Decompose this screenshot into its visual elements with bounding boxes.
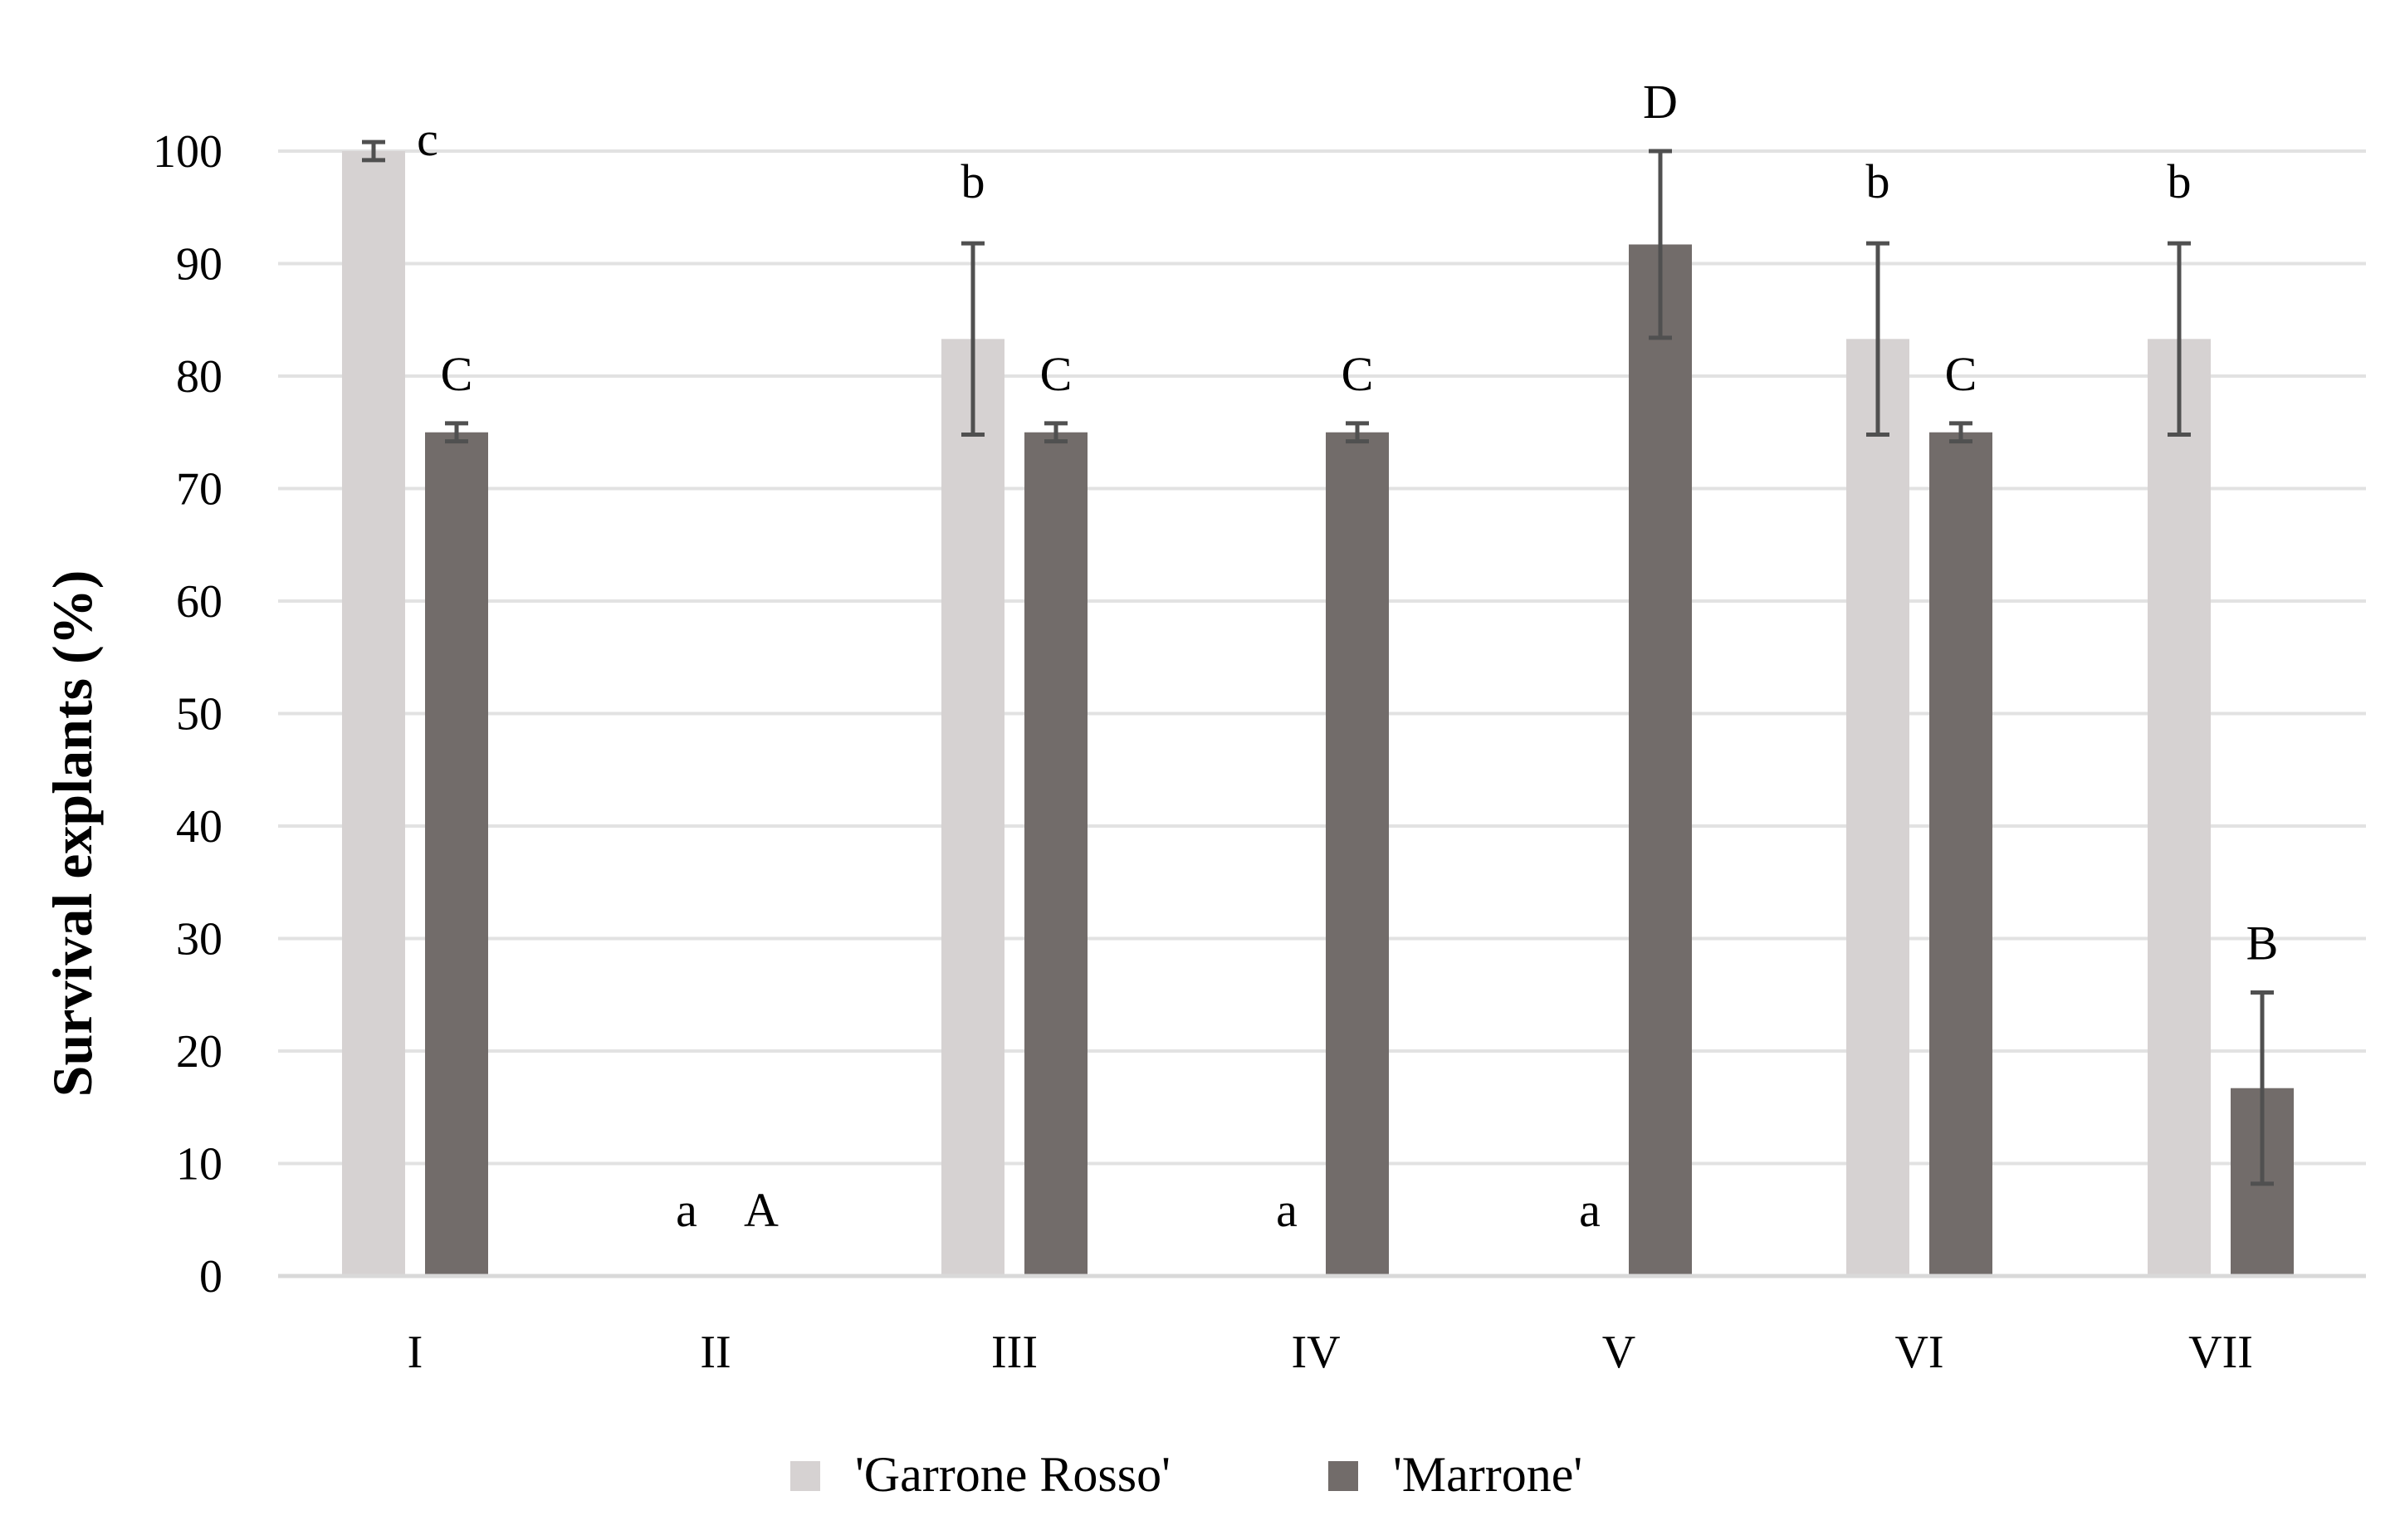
significance-labels: c a b a a b b C A C C D C B — [417, 75, 2278, 1237]
error-bar-series2-I — [445, 421, 468, 444]
error-bar-series1-III — [961, 241, 985, 437]
legend-label: 'Garrone Rosso' — [855, 1447, 1171, 1502]
y-tick-label: 50 — [176, 689, 222, 741]
significance-label-series1-VI: b — [1866, 154, 1890, 208]
legend-item-series2: 'Marrone' — [1328, 1447, 1582, 1502]
error-bar-series2-III — [1044, 421, 1068, 444]
x-tick-label: VI — [1894, 1327, 1943, 1378]
bar-series2-IV — [1326, 432, 1389, 1276]
significance-label-series2-VI: C — [1945, 347, 1977, 401]
legend: 'Garrone Rosso' 'Marrone' — [790, 1447, 1582, 1502]
y-tick-label: 90 — [176, 239, 222, 291]
bar-series2-V — [1629, 244, 1692, 1277]
error-bar-series2-VII — [2251, 990, 2274, 1186]
bars — [342, 151, 2294, 1277]
x-tick-label: II — [700, 1327, 731, 1378]
significance-label-series1-V: a — [1579, 1183, 1601, 1237]
legend-swatch — [790, 1461, 820, 1491]
x-tick-label: V — [1602, 1327, 1635, 1378]
x-tick-label: I — [408, 1327, 423, 1378]
legend-label: 'Marrone' — [1393, 1447, 1582, 1502]
error-bar-series2-VI — [1949, 421, 1972, 444]
x-tick-label: VII — [2188, 1327, 2253, 1378]
significance-label-series1-II: a — [676, 1183, 697, 1237]
significance-label-series2-II: A — [744, 1183, 779, 1237]
bar-series2-I — [425, 432, 488, 1276]
y-tick-label: 40 — [176, 801, 222, 853]
error-bar-series1-VII — [2168, 241, 2191, 437]
bar-series1-VI — [1846, 339, 1909, 1276]
significance-label-series1-VII: b — [2168, 154, 2192, 208]
error-bar-series2-IV — [1346, 421, 1369, 444]
bar-series2-III — [1024, 432, 1088, 1276]
bar-series2-VI — [1929, 432, 1992, 1276]
significance-label-series2-I: C — [441, 347, 473, 401]
y-axis-label: Survival explants (%) — [41, 570, 104, 1098]
significance-label-series2-IV: C — [1342, 347, 1374, 401]
significance-label-series2-V: D — [1643, 75, 1678, 129]
y-tick-label: 0 — [199, 1251, 222, 1303]
error-bar-series2-V — [1649, 149, 1672, 340]
y-tick-label: 100 — [153, 126, 222, 178]
y-tick-label: 60 — [176, 576, 222, 628]
significance-label-series1-I: c — [417, 112, 438, 166]
y-tick-label: 80 — [176, 351, 222, 403]
bar-series1-III — [941, 339, 1004, 1276]
grid-lines — [278, 149, 2366, 1166]
legend-swatch — [1328, 1461, 1358, 1491]
significance-label-series2-VII: B — [2246, 917, 2279, 970]
legend-item-series1: 'Garrone Rosso' — [790, 1447, 1171, 1502]
x-tick-label: IV — [1291, 1327, 1340, 1378]
bar-series1-VII — [2148, 339, 2211, 1276]
error-bar-series1-VI — [1866, 241, 1889, 437]
significance-label-series1-IV: a — [1276, 1183, 1298, 1237]
y-tick-label: 10 — [176, 1139, 222, 1190]
significance-label-series2-III: C — [1040, 347, 1073, 401]
y-tick-label: 30 — [176, 914, 222, 966]
error-bar-series1-I — [362, 139, 385, 163]
y-tick-label: 20 — [176, 1026, 222, 1078]
error-bars — [362, 139, 2274, 1186]
x-tick-label: III — [991, 1327, 1038, 1378]
significance-label-series1-III: b — [961, 154, 985, 208]
y-tick-label: 70 — [176, 464, 222, 516]
bar-series1-I — [342, 151, 405, 1276]
